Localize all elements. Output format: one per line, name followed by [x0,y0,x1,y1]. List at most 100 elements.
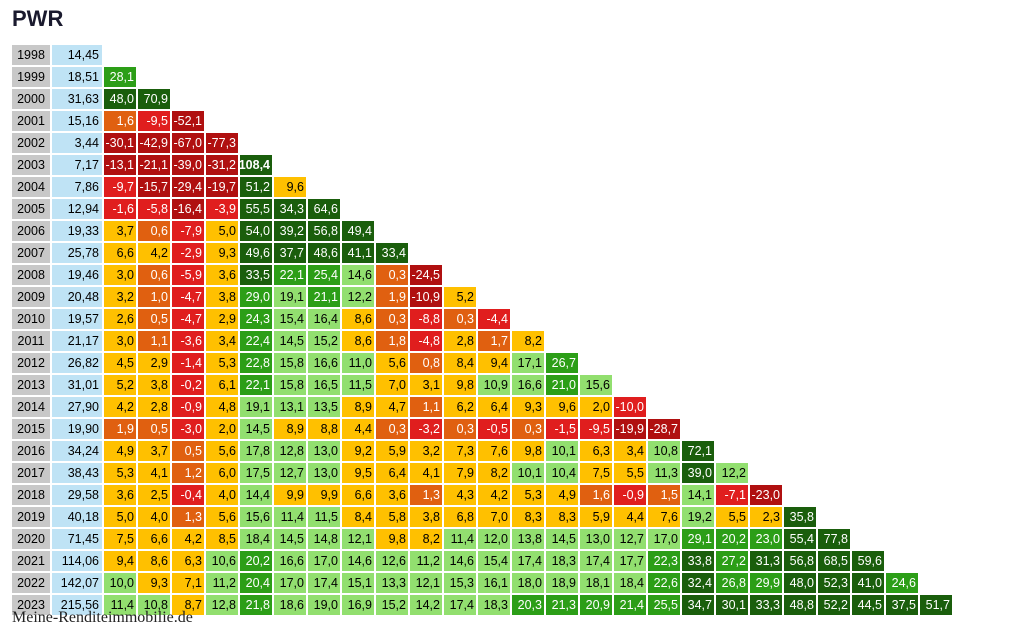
return-cell: 16,5 [308,375,340,395]
year-label: 2023 [12,595,50,615]
price-value: 27,90 [52,397,102,417]
return-cell: 6,0 [206,463,238,483]
return-cell: 17,0 [274,573,306,593]
year-label: 2018 [12,485,50,505]
return-cell: 9,6 [274,177,306,197]
return-cell: 3,4 [614,441,646,461]
return-cell: 12,1 [342,529,374,549]
return-cell: 25,4 [308,265,340,285]
return-cell: 0,5 [138,419,170,439]
price-value: 40,18 [52,507,102,527]
return-cell: 2,6 [104,309,136,329]
return-cell: 5,6 [206,441,238,461]
year-label: 2003 [12,155,50,175]
return-cell: 20,9 [580,595,612,615]
return-cell: 22,3 [648,551,680,571]
return-cell: 4,0 [138,507,170,527]
price-value: 3,44 [52,133,102,153]
return-cell: 20,3 [512,595,544,615]
year-label: 1998 [12,45,50,65]
return-cell: 9,3 [512,397,544,417]
return-cell: 3,8 [138,375,170,395]
return-cell: 6,1 [206,375,238,395]
return-cell: 5,5 [716,507,748,527]
return-cell: 6,6 [342,485,374,505]
return-cell: 4,4 [614,507,646,527]
return-cell: 51,7 [920,595,952,615]
return-cell: 1,9 [376,287,408,307]
return-cell: 15,6 [240,507,272,527]
return-cell: 2,9 [138,353,170,373]
return-cell: 0,3 [376,265,408,285]
return-cell: 13,0 [580,529,612,549]
return-cell: 48,0 [784,573,816,593]
year-label: 2010 [12,309,50,329]
return-cell: 14,5 [546,529,578,549]
return-cell: 11,2 [410,551,442,571]
return-cell: -7,9 [172,221,204,241]
year-label: 2008 [12,265,50,285]
return-cell: 16,4 [308,309,340,329]
return-cell: 18,4 [240,529,272,549]
return-cell: -1,6 [104,199,136,219]
return-cell: -3,6 [172,331,204,351]
return-cell: 22,1 [274,265,306,285]
return-cell: -4,7 [172,287,204,307]
return-cell: 37,5 [886,595,918,615]
return-cell: -23,0 [750,485,782,505]
return-cell: 8,3 [546,507,578,527]
return-cell: 15,2 [376,595,408,615]
return-cell: 5,3 [206,353,238,373]
year-label: 2015 [12,419,50,439]
return-cell: 18,6 [274,595,306,615]
return-cell: 11,5 [308,507,340,527]
return-cell: 8,2 [478,463,510,483]
return-cell: 9,3 [138,573,170,593]
return-cell: -31,2 [206,155,238,175]
return-cell: 3,7 [104,221,136,241]
return-cell: 24,6 [886,573,918,593]
price-value: 19,57 [52,309,102,329]
return-cell: 30,1 [716,595,748,615]
return-cell: -4,8 [410,331,442,351]
return-cell: -67,0 [172,133,204,153]
year-label: 2016 [12,441,50,461]
return-cell: 5,9 [580,507,612,527]
year-label: 2021 [12,551,50,571]
return-cell: 10,6 [206,551,238,571]
return-cell: 7,3 [444,441,476,461]
return-cell: -5,9 [172,265,204,285]
return-cell: 12,7 [614,529,646,549]
return-cell: 8,9 [342,397,374,417]
return-cell: 13,5 [308,397,340,417]
return-cell: 7,9 [444,463,476,483]
return-cell: 7,1 [172,573,204,593]
return-cell: 5,2 [444,287,476,307]
return-cell: 20,2 [240,551,272,571]
return-cell: 5,8 [376,507,408,527]
return-cell: 9,5 [342,463,374,483]
year-label: 2020 [12,529,50,549]
year-label: 2019 [12,507,50,527]
year-label: 1999 [12,67,50,87]
return-cell: -0,9 [614,485,646,505]
return-cell: 22,8 [240,353,272,373]
return-cell: 13,3 [376,573,408,593]
return-cell: 4,2 [478,485,510,505]
return-cell: 14,5 [274,331,306,351]
year-label: 2004 [12,177,50,197]
return-cell: 4,9 [546,485,578,505]
return-cell: -4,4 [478,309,510,329]
return-cell: 17,0 [308,551,340,571]
return-cell: -19,7 [206,177,238,197]
return-cell: 70,9 [138,89,170,109]
return-cell: 7,0 [478,507,510,527]
return-cell: 12,7 [274,463,306,483]
return-cell: 19,2 [682,507,714,527]
return-cell: 4,7 [376,397,408,417]
return-cell: 12,2 [716,463,748,483]
return-cell: 26,8 [716,573,748,593]
return-cell: 21,3 [546,595,578,615]
return-cell: 13,1 [274,397,306,417]
return-cell: 49,4 [342,221,374,241]
